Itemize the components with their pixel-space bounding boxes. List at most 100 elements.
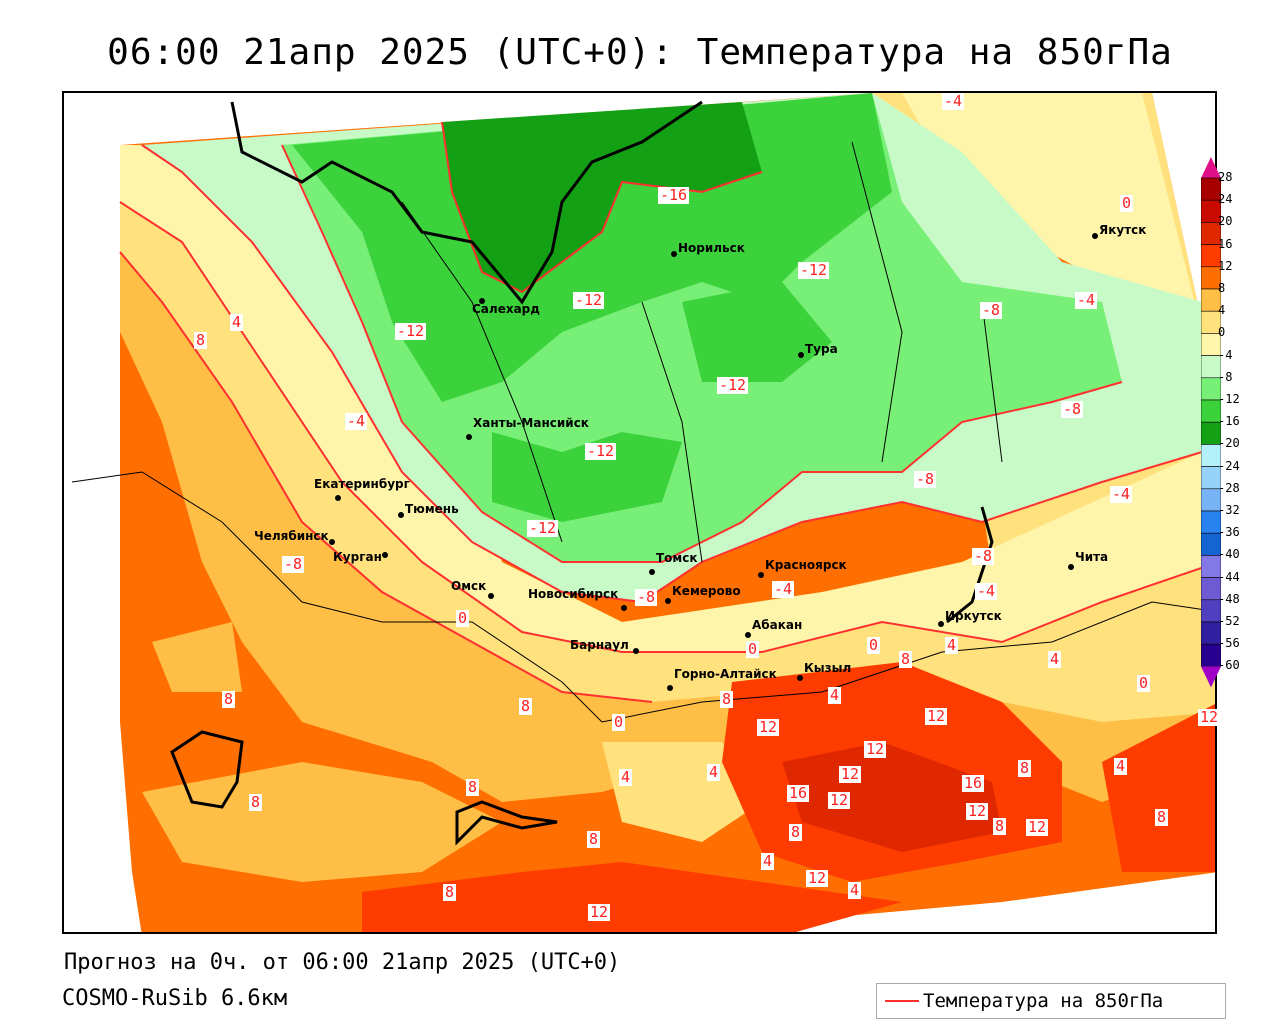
contour-label: -4 bbox=[942, 92, 965, 110]
zone-dark-green bbox=[442, 102, 762, 292]
colorbar-tick-label: 4 bbox=[1218, 303, 1226, 318]
zone-red-3 bbox=[1102, 704, 1215, 872]
colorbar-swatches bbox=[1200, 157, 1222, 688]
contour-label: 8 bbox=[443, 883, 457, 901]
city-label: Томск bbox=[656, 551, 698, 565]
city-marker-icon bbox=[335, 494, 341, 501]
contour-label: 12 bbox=[806, 869, 829, 887]
colorbar bbox=[1200, 157, 1222, 701]
temperature-map bbox=[62, 91, 1217, 934]
city-marker bbox=[1068, 559, 1077, 573]
city-marker-icon bbox=[667, 684, 673, 691]
contour-label: -8 bbox=[972, 547, 995, 565]
contour-label: 12 bbox=[1198, 708, 1221, 726]
contour-label: 8 bbox=[249, 793, 263, 811]
contour-label: 12 bbox=[839, 765, 862, 783]
colorbar-tick-label: 16 bbox=[1218, 236, 1233, 251]
city-label: Барнаул bbox=[570, 638, 629, 652]
colorbar-tick-label: 0 bbox=[1218, 325, 1226, 340]
contour-label: 4 bbox=[619, 768, 633, 786]
contour-label: -4 bbox=[1110, 485, 1133, 503]
contour-label: -4 bbox=[772, 580, 795, 598]
contour-label: 12 bbox=[1026, 818, 1049, 836]
city-marker bbox=[398, 507, 407, 521]
city-marker bbox=[382, 547, 391, 561]
city-marker bbox=[649, 564, 658, 578]
city-marker bbox=[938, 616, 947, 630]
contour-label: -4 bbox=[1075, 291, 1098, 309]
colorbar-tick-label: -12 bbox=[1218, 392, 1240, 406]
city-label: Иркутск bbox=[945, 609, 1002, 623]
city-marker bbox=[745, 627, 754, 641]
city-marker-icon bbox=[649, 568, 655, 575]
city-marker-icon bbox=[479, 297, 485, 304]
city-marker bbox=[633, 643, 642, 657]
city-marker-icon bbox=[758, 571, 764, 578]
contour-label: 12 bbox=[828, 791, 851, 809]
city-marker bbox=[797, 670, 806, 684]
city-label: Горно-Алтайск bbox=[674, 667, 777, 681]
city-label: Екатеринбург bbox=[314, 477, 410, 491]
legend-line-swatch bbox=[885, 1000, 919, 1002]
colorbar-tick-label: -28 bbox=[1218, 480, 1240, 495]
colorbar-tick-label: 20 bbox=[1218, 214, 1233, 229]
city-label: Чита bbox=[1075, 550, 1109, 564]
colorbar-tick-label: 24 bbox=[1218, 192, 1233, 207]
city-marker bbox=[466, 429, 475, 443]
contour-label: 8 bbox=[1018, 759, 1032, 777]
contour-label: 12 bbox=[757, 718, 780, 736]
colorbar-tick-label: -52 bbox=[1218, 614, 1240, 628]
map-title: 06:00 21апр 2025 (UTC+0): Температура на… bbox=[107, 32, 1173, 73]
city-marker bbox=[479, 293, 488, 307]
city-marker-icon bbox=[665, 597, 671, 604]
city-label: Новосибирск bbox=[528, 587, 619, 601]
contour-label: 12 bbox=[588, 903, 611, 921]
zone-yellow-2 bbox=[602, 742, 762, 842]
city-marker-icon bbox=[745, 631, 751, 638]
contour-label: -12 bbox=[395, 322, 427, 340]
city-marker bbox=[335, 490, 344, 504]
borders bbox=[71, 141, 1215, 723]
contour-label: -12 bbox=[527, 519, 559, 537]
city-marker-icon bbox=[382, 551, 388, 558]
zone-pale-yellow-ne bbox=[902, 93, 1202, 332]
contour-label: -8 bbox=[282, 555, 305, 573]
city-marker bbox=[1092, 228, 1101, 242]
contour-label: 12 bbox=[925, 707, 948, 725]
contour-label: 4 bbox=[707, 763, 721, 781]
coastlines bbox=[170, 100, 994, 846]
contour-label: -8 bbox=[980, 301, 1003, 319]
colorbar-tick-label: -60 bbox=[1218, 658, 1240, 673]
city-marker bbox=[667, 680, 676, 694]
contour-label: 8 bbox=[720, 690, 734, 708]
map-fill bbox=[71, 93, 1215, 932]
contour-label: -4 bbox=[975, 582, 998, 600]
zone-light-orange bbox=[120, 145, 1215, 802]
contour-label: 16 bbox=[962, 774, 985, 792]
contour-label: 0 bbox=[612, 713, 626, 731]
contour-label: -4 bbox=[345, 412, 368, 430]
city-label: Курган bbox=[333, 550, 382, 564]
colorbar-tick-label: -20 bbox=[1218, 436, 1240, 451]
colorbar-tick-label: 12 bbox=[1218, 258, 1233, 273]
model-name: COSMO-RuSib 6.6км bbox=[62, 986, 288, 1011]
city-marker-icon bbox=[671, 250, 677, 257]
colorbar-tick-label: -56 bbox=[1218, 636, 1240, 651]
colorbar-tick-label: -16 bbox=[1218, 414, 1240, 429]
contour-label: 4 bbox=[230, 313, 244, 331]
contour-label: 0 bbox=[867, 636, 881, 654]
colorbar-tick-label: -24 bbox=[1218, 458, 1240, 473]
city-label: Ханты-Мансийск bbox=[473, 416, 589, 430]
city-marker-icon bbox=[466, 433, 472, 440]
city-marker bbox=[488, 588, 497, 602]
city-marker-icon bbox=[938, 620, 944, 627]
legend: Температура на 850гПа bbox=[876, 983, 1226, 1019]
contour-label: 0 bbox=[1120, 194, 1134, 212]
city-marker-icon bbox=[488, 592, 494, 599]
contour-label: 0 bbox=[746, 640, 760, 658]
contour-label: -12 bbox=[717, 376, 749, 394]
city-marker-icon bbox=[1092, 232, 1098, 239]
contour-label: 8 bbox=[466, 778, 480, 796]
contour-label: 4 bbox=[761, 852, 775, 870]
colorbar-max-arrow bbox=[1201, 157, 1221, 178]
